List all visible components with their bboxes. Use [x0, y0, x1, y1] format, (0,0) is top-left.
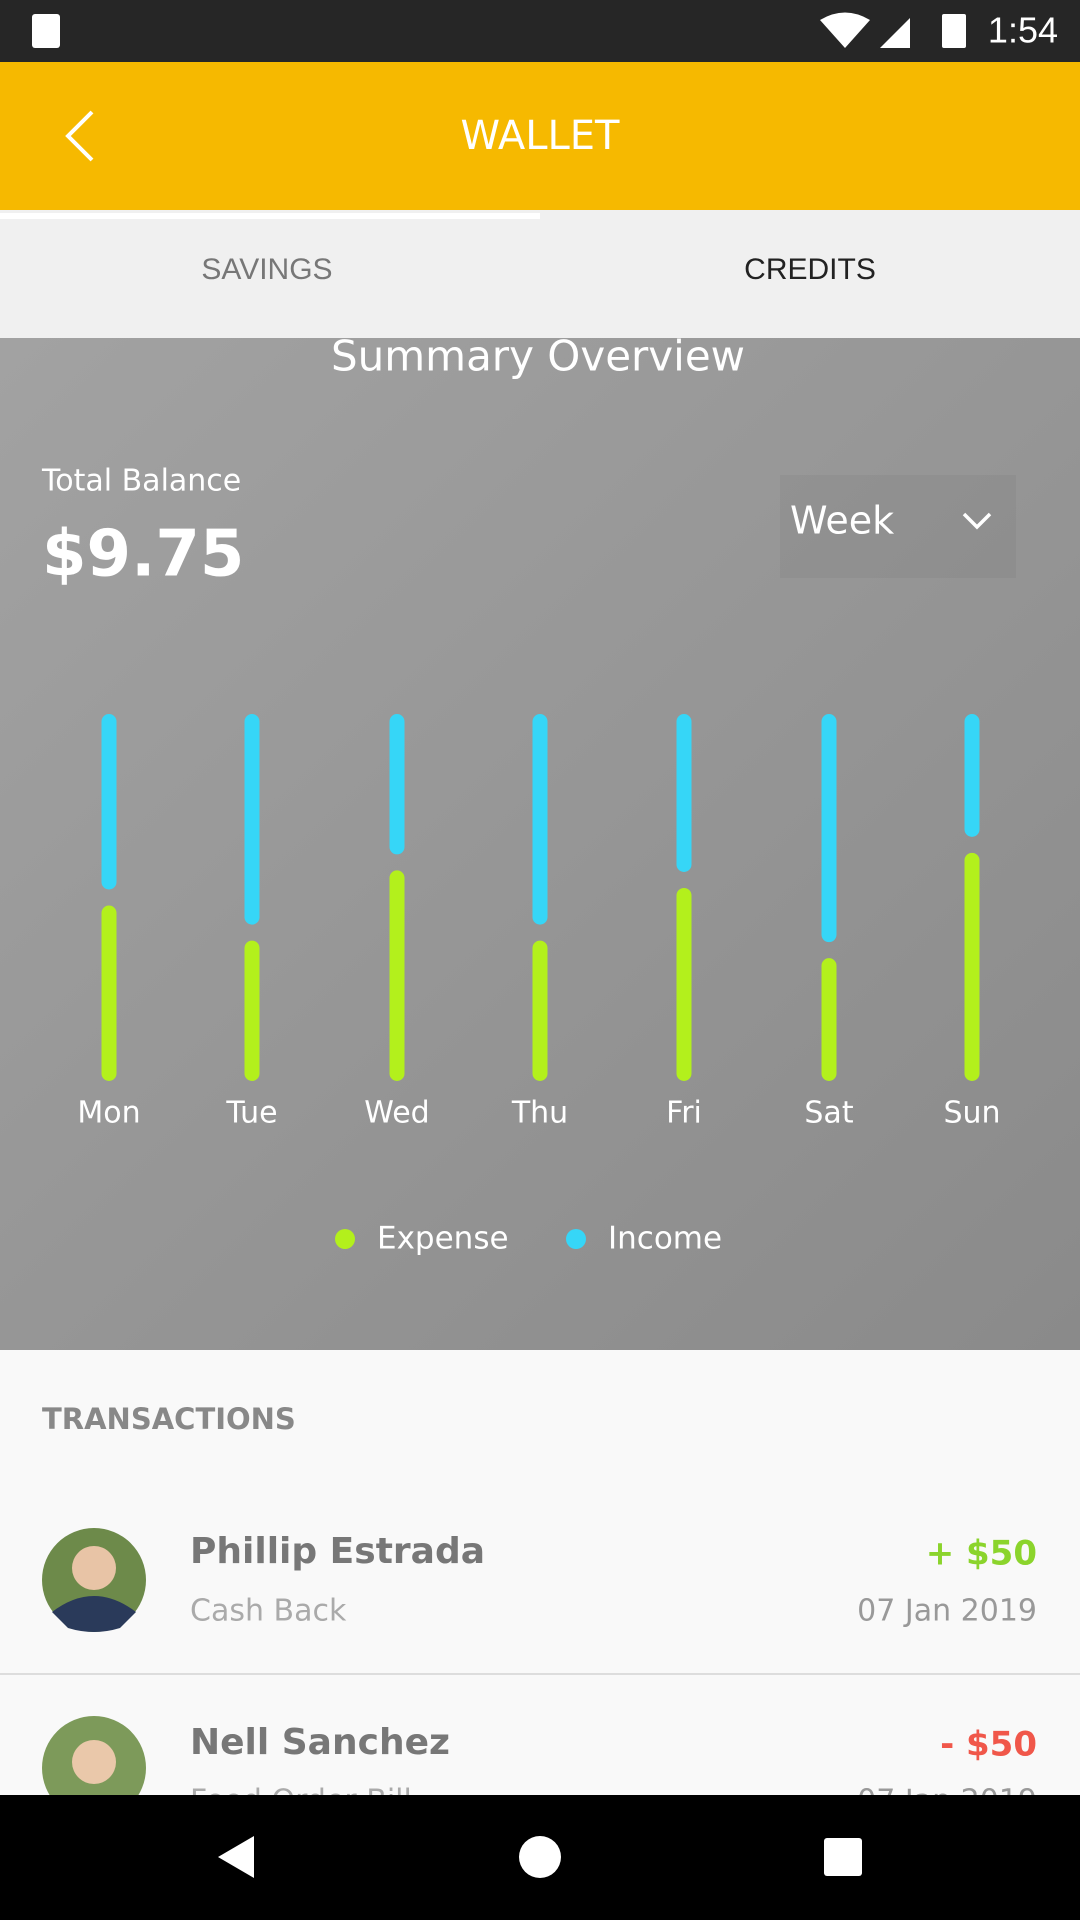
- bar-segment: [101, 905, 117, 1081]
- bar-segment: [244, 714, 260, 925]
- bar-segment: [821, 958, 837, 1081]
- balance: $9.75: [42, 518, 244, 592]
- wifi-icon: [820, 12, 870, 48]
- bar-segment: [244, 940, 260, 1081]
- nav-recents[interactable]: [824, 1838, 862, 1876]
- x-tick-label: Thu: [511, 1096, 568, 1131]
- nav-home[interactable]: [519, 1836, 561, 1878]
- nav-back[interactable]: [218, 1836, 254, 1878]
- x-tick-label: Fri: [666, 1096, 702, 1131]
- tab[interactable]: CREDITS: [744, 253, 876, 286]
- summary-title: Summary Overview: [331, 332, 745, 381]
- avatar-face: [72, 1740, 116, 1784]
- bar-segment: [101, 714, 117, 890]
- chevron: [962, 512, 992, 530]
- legend-label: Expense: [377, 1221, 509, 1257]
- app-title: WALLET: [460, 113, 620, 159]
- x-tick-label: Sat: [804, 1096, 853, 1131]
- x-tick-label: Mon: [77, 1096, 140, 1131]
- divider: [0, 1673, 1080, 1675]
- status-bar: [0, 0, 1080, 62]
- transaction-note: Food Order Bill: [190, 1784, 412, 1819]
- transactions-panel: [0, 1350, 1080, 1795]
- back-button[interactable]: [65, 110, 94, 162]
- transaction-date: 07 Jan 2019: [857, 1594, 1037, 1629]
- tab-indicator: [0, 213, 540, 219]
- contact-name: Phillip Estrada: [190, 1531, 485, 1572]
- avatar-body: [52, 1596, 136, 1632]
- balance-label: Total Balance: [41, 464, 241, 499]
- clock: 1:54: [988, 10, 1058, 51]
- bar-segment: [532, 714, 548, 925]
- legend-dot: [335, 1229, 355, 1249]
- x-tick-label: Tue: [225, 1096, 277, 1131]
- transaction-date: 07 Jan 2019: [857, 1784, 1037, 1819]
- amount: + $50: [926, 1534, 1037, 1574]
- bar-segment: [676, 714, 692, 872]
- x-tick-label: Wed: [364, 1096, 429, 1131]
- avatar-face: [72, 1546, 116, 1590]
- bar-segment: [964, 714, 980, 837]
- amount: - $50: [940, 1725, 1037, 1765]
- signal-icon: [880, 18, 910, 48]
- app-bar: [0, 62, 1080, 210]
- bar-segment: [532, 940, 548, 1081]
- bar-segment: [389, 870, 405, 1081]
- chart: Mon Tue Wed Thu Fri Sat Sun Expense Income: [77, 714, 1001, 1257]
- legend-label: Income: [608, 1221, 722, 1257]
- bar-segment: [821, 714, 837, 943]
- section-title: TRANSACTIONS: [42, 1402, 296, 1436]
- transaction-note: Cash Back: [190, 1594, 347, 1629]
- bar-segment: [676, 887, 692, 1081]
- bar-segment: [964, 852, 980, 1081]
- battery-icon: [942, 14, 966, 48]
- x-tick-label: Sun: [943, 1096, 1000, 1131]
- period-value: Week: [790, 499, 894, 543]
- tab[interactable]: SAVINGS: [201, 253, 332, 286]
- legend-dot: [566, 1229, 586, 1249]
- sd-icon: [32, 14, 60, 48]
- tab-bar: [0, 210, 1080, 338]
- bar-segment: [389, 714, 405, 855]
- contact-name: Nell Sanchez: [190, 1722, 450, 1763]
